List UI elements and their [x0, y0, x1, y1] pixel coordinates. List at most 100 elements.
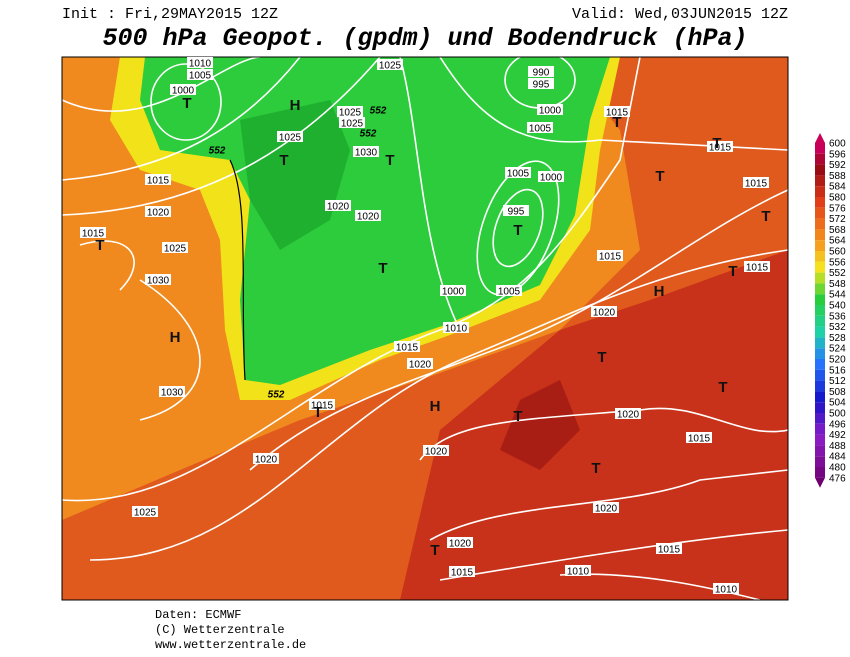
- pressure-center: T: [728, 263, 737, 280]
- pressure-center: H: [170, 329, 181, 346]
- pressure-center: H: [430, 398, 441, 415]
- isobar-label: 1025: [339, 108, 362, 119]
- colorbar-label: 504: [829, 398, 846, 409]
- colorbar-label: 536: [829, 311, 846, 322]
- colorbar-label: 476: [829, 473, 846, 484]
- colorbar-swatch: [815, 434, 825, 446]
- isobar-label-box: [505, 167, 531, 178]
- isobar-label: 1030: [161, 388, 184, 399]
- colorbar-label: 540: [829, 301, 846, 312]
- pressure-center: T: [95, 237, 104, 254]
- pressure-center: T: [591, 460, 600, 477]
- isobar-label: 1015: [311, 401, 334, 412]
- isobar-label-box: [707, 141, 733, 152]
- isobar-label-box: [145, 274, 171, 285]
- isobar: [399, 57, 461, 331]
- colorbar-swatch: [815, 305, 825, 316]
- pressure-center: H: [654, 283, 665, 300]
- isobar-label-box: [528, 66, 554, 77]
- map-labels: 1010100510001025990995100010051015101510…: [80, 57, 771, 596]
- colorbar-arrow: [815, 477, 825, 488]
- colorbar-swatch: [815, 272, 825, 284]
- colorbar-swatch: [815, 197, 825, 208]
- isobar: [429, 469, 788, 541]
- isobar-label-box: [604, 106, 630, 117]
- isobar-label: 1025: [134, 508, 157, 519]
- isobar-label: 1015: [746, 263, 769, 274]
- hot-region: [400, 250, 788, 600]
- colorbar-label: 564: [829, 236, 846, 247]
- isobar-label: 1015: [82, 229, 105, 240]
- colorbar-swatch: [815, 175, 825, 187]
- isobar: [476, 160, 560, 296]
- height-label: 552: [370, 106, 387, 117]
- isobar-label: 1000: [540, 173, 563, 184]
- init-time: Init : Fri,29MAY2015 12Z: [62, 6, 278, 23]
- isobar-label-box: [253, 453, 279, 464]
- colorbar-swatch: [815, 413, 825, 424]
- isobar-label: 1020: [595, 504, 618, 515]
- map-title: 500 hPa Geopot. (gpdm) und Bodendruck (h…: [102, 24, 747, 53]
- pressure-center: T: [612, 114, 621, 131]
- colorbar-swatch: [815, 467, 825, 478]
- colorbar-swatch: [815, 326, 825, 338]
- isobar-label-box: [496, 285, 522, 296]
- isobar-label: 1025: [379, 61, 402, 72]
- isobar-label-box: [309, 399, 335, 410]
- isobar-label-box: [355, 210, 381, 221]
- isobar-label: 1005: [498, 287, 521, 298]
- colorbar-label: 516: [829, 365, 846, 376]
- colorbar-swatch: [815, 294, 825, 305]
- colorbar-swatch: [815, 391, 825, 403]
- isobar-label: 1010: [567, 567, 590, 578]
- isobar-label: 1015: [396, 343, 419, 354]
- isobar-label-box: [527, 122, 553, 133]
- colorbar-label: 500: [829, 409, 846, 420]
- isobar-label-box: [528, 78, 554, 89]
- colorbar-label: 496: [829, 419, 846, 430]
- colorbar-label: 532: [829, 322, 846, 333]
- isobar-label-box: [423, 445, 449, 456]
- pressure-center: T: [378, 260, 387, 277]
- isobar-label: 990: [533, 68, 550, 79]
- isobar-label: 1020: [409, 360, 432, 371]
- greenland-shade: [240, 100, 350, 250]
- colorbar-label: 588: [829, 171, 846, 182]
- colorbar-label: 556: [829, 257, 846, 268]
- isobar-label: 1030: [355, 148, 378, 159]
- isobar-label: 1005: [507, 169, 530, 180]
- isobar-label: 1010: [189, 59, 212, 70]
- isobar: [139, 279, 201, 421]
- isobar-label-box: [187, 57, 213, 68]
- pressure-center: T: [655, 168, 664, 185]
- isobar: [79, 240, 135, 291]
- isobar-label-box: [447, 537, 473, 548]
- isobar-label: 1015: [147, 176, 170, 187]
- colorbar-label: 520: [829, 355, 846, 366]
- pressure-center: T: [430, 542, 439, 559]
- isobar-label-box: [407, 358, 433, 369]
- colorbar-label: 596: [829, 149, 846, 160]
- footer: Daten: ECMWF(C) Wetterzentralewww.wetter…: [155, 608, 306, 652]
- pressure-center: T: [718, 379, 727, 396]
- pressure-center: T: [712, 135, 721, 152]
- isobar-label: 1020: [593, 308, 616, 319]
- colorbar-swatch: [815, 207, 825, 219]
- isobar-label-box: [744, 261, 770, 272]
- isobar: [492, 188, 544, 268]
- isobar-label-box: [565, 565, 591, 576]
- isobar-label-box: [394, 341, 420, 352]
- pressure-center: T: [182, 95, 191, 112]
- footer-line: www.wetterzentrale.de: [155, 638, 306, 652]
- isobar-label: 1025: [164, 244, 187, 255]
- colorbar-label: 572: [829, 214, 846, 225]
- isobar: [62, 57, 641, 502]
- isobar-label: 1025: [279, 133, 302, 144]
- pressure-center: T: [597, 349, 606, 366]
- isobar-label-box: [538, 171, 564, 182]
- isobar-label-box: [443, 322, 469, 333]
- pressure-center: T: [761, 208, 770, 225]
- colorbar-label: 560: [829, 247, 846, 258]
- colorbar-swatch: [815, 456, 825, 467]
